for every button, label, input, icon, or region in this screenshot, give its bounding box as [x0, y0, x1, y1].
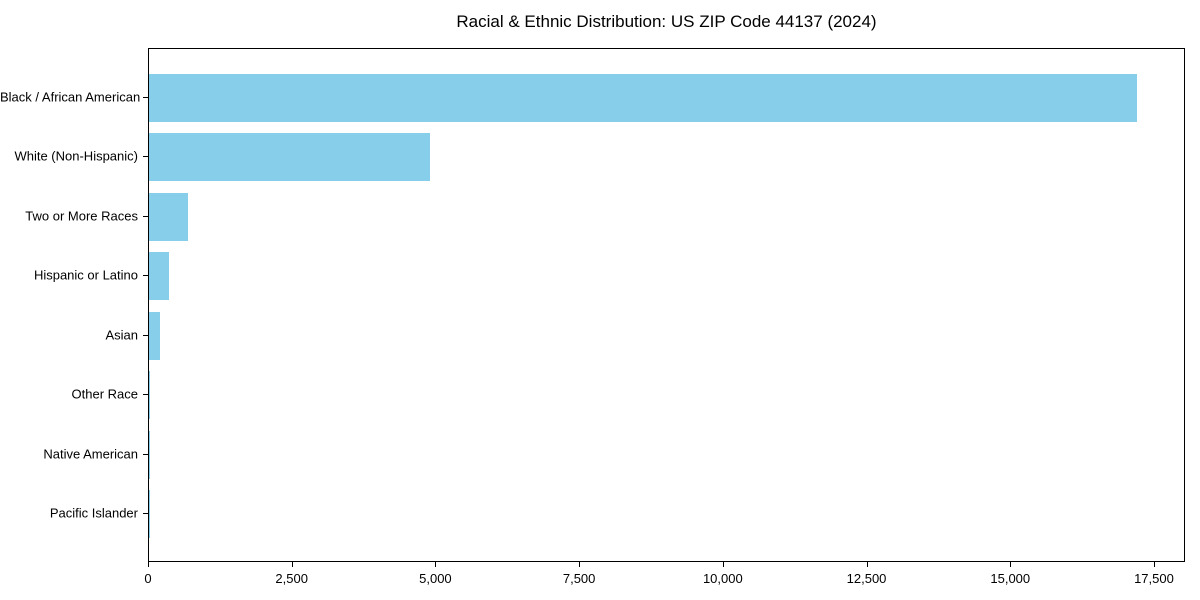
- bar-hispanic-or-latino: [149, 252, 170, 301]
- x-tick-label: 12,500: [846, 571, 887, 586]
- y-tick-label: Pacific Islander: [49, 505, 138, 521]
- x-tick-label: 10,000: [702, 571, 743, 586]
- x-tick-label: 7,500: [562, 571, 596, 586]
- y-tick-mark: [143, 394, 148, 395]
- y-tick-mark: [143, 97, 148, 98]
- plot-area: [148, 48, 1185, 562]
- y-tick-mark: [143, 454, 148, 455]
- y-tick-mark: [143, 216, 148, 217]
- bar-two-or-more-races: [149, 192, 188, 241]
- x-tick-mark: [579, 562, 580, 567]
- bar-black-african-american: [149, 73, 1137, 122]
- x-tick-mark: [1010, 562, 1011, 567]
- y-tick-label: Hispanic or Latino: [33, 267, 138, 283]
- y-tick-mark: [143, 156, 148, 157]
- bar-asian: [149, 311, 161, 360]
- y-tick-mark: [143, 275, 148, 276]
- chart-title: Racial & Ethnic Distribution: US ZIP Cod…: [456, 12, 877, 31]
- x-tick-label: 0: [144, 571, 152, 586]
- bar-other-race: [149, 371, 150, 420]
- x-tick-mark: [148, 562, 149, 567]
- y-tick-label: Two or More Races: [25, 208, 138, 224]
- y-tick-mark: [143, 513, 148, 514]
- y-tick-label: White (Non-Hispanic): [14, 148, 138, 164]
- x-tick-mark: [435, 562, 436, 567]
- x-tick-label: 15,000: [990, 571, 1031, 586]
- y-tick-label: Other Race: [71, 386, 138, 402]
- x-tick-label: 17,500: [1134, 571, 1174, 586]
- y-tick-label: Native American: [43, 446, 138, 462]
- x-tick-label: 2,500: [275, 571, 308, 586]
- y-tick-mark: [143, 335, 148, 336]
- bar-white-non-hispanic: [149, 133, 430, 182]
- x-tick-label: 5,000: [419, 571, 452, 586]
- y-tick-label: Asian: [105, 327, 138, 343]
- x-tick-mark: [292, 562, 293, 567]
- x-tick-mark: [1154, 562, 1155, 567]
- y-tick-label: Black / African American: [0, 89, 141, 105]
- x-tick-mark: [867, 562, 868, 567]
- x-tick-mark: [723, 562, 724, 567]
